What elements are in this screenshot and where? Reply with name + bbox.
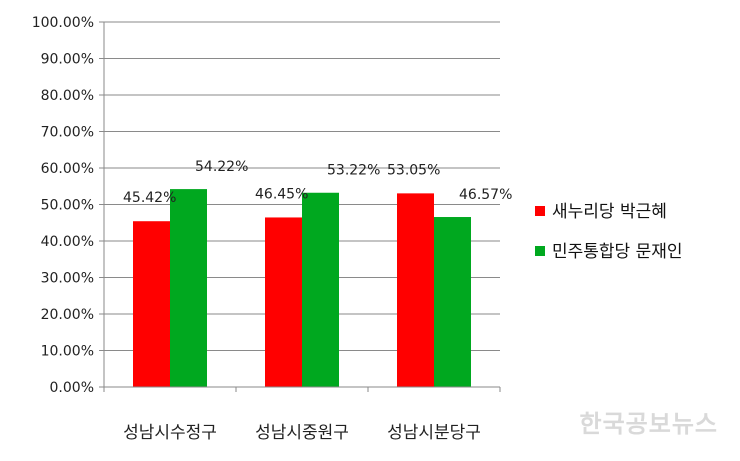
y-tick-label: 40.00% bbox=[41, 234, 94, 250]
y-tick-label: 90.00% bbox=[41, 52, 94, 68]
y-tick-label: 50.00% bbox=[41, 198, 94, 214]
bar bbox=[397, 193, 434, 387]
data-labels: 45.42% 54.22% 46.45% 53.22% 53.05% 46.57% bbox=[123, 159, 512, 206]
legend-label: 새누리당 박근혜 bbox=[552, 202, 667, 222]
y-tick-label: 0.00% bbox=[50, 380, 94, 396]
legend-swatch bbox=[535, 206, 545, 216]
data-label: 45.42% bbox=[123, 190, 176, 206]
y-tick-label: 100.00% bbox=[32, 15, 94, 31]
data-label: 54.22% bbox=[195, 159, 248, 175]
category-labels: 성남시수정구 성남시중원구 성남시분당구 bbox=[123, 423, 481, 443]
watermark: 한국공보뉴스 bbox=[579, 410, 718, 438]
y-tick-label: 20.00% bbox=[41, 307, 94, 323]
data-label: 53.05% bbox=[387, 162, 440, 178]
data-label: 46.57% bbox=[459, 187, 512, 203]
data-label: 46.45% bbox=[255, 186, 308, 202]
bar bbox=[302, 192, 339, 387]
legend-swatch bbox=[535, 246, 545, 256]
bar bbox=[170, 189, 207, 387]
bar bbox=[434, 217, 471, 387]
axes bbox=[103, 22, 501, 392]
category-label: 성남시분당구 bbox=[387, 423, 481, 443]
bar bbox=[133, 221, 170, 387]
bars bbox=[133, 189, 471, 387]
data-label: 53.22% bbox=[327, 163, 380, 179]
y-tick-label: 30.00% bbox=[41, 271, 94, 287]
y-tick-label: 10.00% bbox=[41, 344, 94, 360]
y-tick-label: 70.00% bbox=[41, 125, 94, 141]
legend-label: 민주통합당 문재인 bbox=[552, 242, 683, 262]
y-tick-label: 80.00% bbox=[41, 88, 94, 104]
category-label: 성남시수정구 bbox=[123, 423, 217, 443]
y-axis-ticks: 0.00% 10.00% 20.00% 30.00% 40.00% 50.00% 60.00… bbox=[32, 15, 104, 396]
bar bbox=[265, 217, 302, 387]
category-label: 성남시중원구 bbox=[255, 423, 349, 443]
y-tick-label: 60.00% bbox=[41, 161, 94, 177]
